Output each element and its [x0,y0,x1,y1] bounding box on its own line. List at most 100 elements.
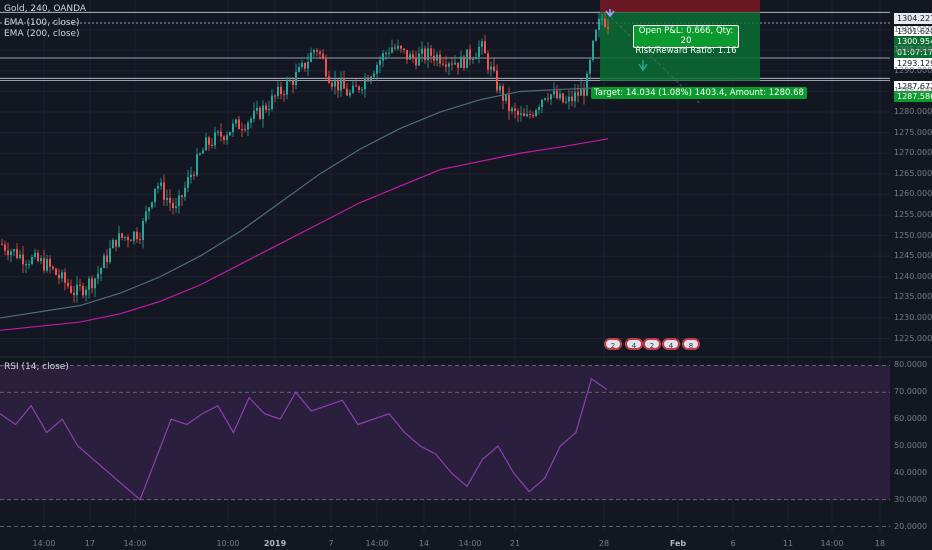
candle-body [454,62,456,65]
candle-body [184,187,186,198]
candle-body [49,259,51,267]
candle-body [196,154,198,176]
candle-body [268,108,270,110]
candle-body [151,202,153,208]
candle-body [451,63,453,65]
event-marker-3[interactable]: 2 [643,338,661,350]
candle-body [559,93,561,99]
candle-body [433,55,435,61]
ema100-legend[interactable]: EMA (100, close) [4,18,80,28]
candle-body [523,113,525,117]
candle-body [4,244,6,251]
candle-body [388,52,390,54]
candle-body [562,93,564,103]
candle-body [586,73,588,96]
candle-body [577,92,579,96]
candle-body [286,81,288,95]
entry-price-label: 1304.227 [894,13,932,24]
candle-body [97,273,99,279]
candle-body [373,73,375,77]
time-tick-label: 21 [509,539,521,548]
candle-body [217,131,219,133]
candle-body [472,59,474,61]
candle-body [499,86,501,91]
candle-body [139,239,141,241]
position-info-box[interactable]: Open P&L: 0.666, Qty: 20 Risk/Reward Rat… [633,25,739,56]
rsi-legend[interactable]: RSI (14, close) [4,362,69,372]
candle-body [466,49,468,69]
candle-body [355,85,357,87]
candle-body [172,202,174,208]
candle-body [508,95,510,112]
ema200-legend[interactable]: EMA (200, close) [4,29,80,39]
candle-body [601,18,603,20]
price-tick-label: 1300.000 [894,24,932,34]
candle-body [334,79,336,87]
symbol-title[interactable]: Gold, 240, OANDA [4,4,87,14]
time-tick-label: 11 [782,539,794,548]
candle-body [412,54,414,59]
candle-body [607,26,609,29]
price-tick-label: 1250.000 [894,230,932,240]
candle-body [190,174,192,178]
rsi-tick-label: 70.0000 [894,387,928,397]
candle-body [262,105,264,120]
candle-body [64,272,66,283]
time-tick-label: 14 [418,539,430,548]
candle-body [73,292,75,296]
candle-body [241,129,243,131]
candle-body [67,282,69,287]
candle-body [259,107,261,120]
candle-body [85,289,87,296]
candle-body [307,61,309,69]
candle-body [328,76,330,83]
candle-body [487,53,489,70]
candle-body [256,107,258,111]
candle-body [160,182,162,186]
candle-body [229,131,231,136]
candle-body [13,249,15,252]
ema-price-label: 1300.954 [894,36,932,47]
candle-body [382,53,384,61]
candle-body [211,144,213,146]
candle-body [280,86,282,95]
candle-body [265,105,267,110]
candle-body [226,135,228,140]
candle-body [556,90,558,99]
candle-body [439,54,441,64]
event-marker-2[interactable]: 4 [625,338,643,350]
candle-body [70,286,72,293]
time-tick-label: 14:00 [820,539,844,548]
candle-body [214,132,216,146]
candle-body [349,92,351,96]
candle-body [415,58,417,66]
candle-body [283,94,285,96]
price-tick-label: 1245.000 [894,251,932,261]
candle-body [25,264,27,266]
candle-body [55,268,57,275]
candle-body [109,248,111,263]
candle-body [424,48,426,61]
candle-body [277,86,279,96]
candle-body [361,89,363,91]
candle-body [568,96,570,102]
candle-body [91,278,93,289]
event-marker-4[interactable]: 4 [662,338,680,350]
candle-body [238,119,240,130]
time-tick-label: 17 [84,539,96,548]
time-tick-label: 14:00 [32,539,56,548]
candle-body [34,252,36,257]
event-marker-1[interactable]: 2 [604,338,622,350]
candle-body [541,99,543,108]
event-marker-5[interactable]: 8 [682,338,700,350]
candle-body [115,239,117,247]
candle-body [7,250,9,256]
candle-body [469,49,471,60]
candle-body [292,80,294,86]
target-info-box[interactable]: Target: 14.034 (1.08%) 1403.4, Amount: 1… [591,87,807,99]
candle-body [406,49,408,60]
candle-body [457,62,459,68]
price-tick-label: 1280.000 [894,107,932,117]
rsi-tick-label: 60.0000 [894,414,928,424]
